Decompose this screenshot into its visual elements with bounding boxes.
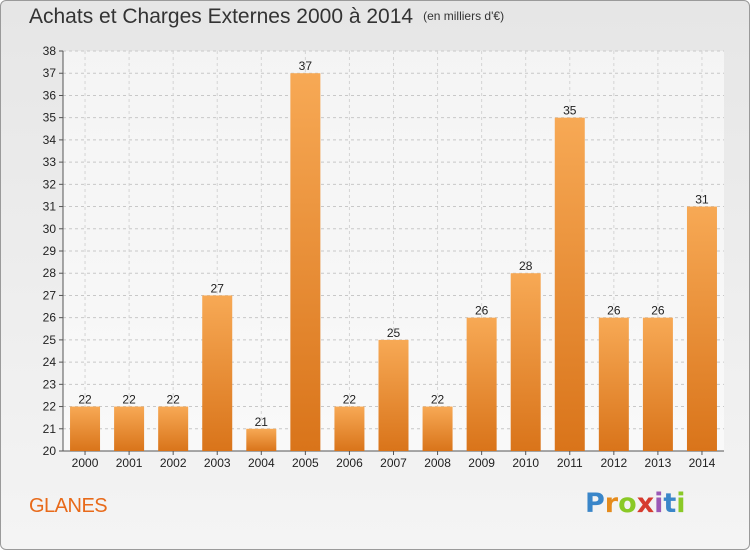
x-tick-label-2003: 2003 (204, 456, 231, 470)
x-tick-label-2006: 2006 (336, 456, 363, 470)
x-tick-label-2005: 2005 (292, 456, 319, 470)
x-tick-label-2014: 2014 (689, 456, 716, 470)
y-tick-label: 26 (43, 311, 57, 325)
y-tick-label: 31 (43, 200, 57, 214)
x-tick-label-2001: 2001 (116, 456, 143, 470)
x-tick-label-2004: 2004 (248, 456, 275, 470)
chart-subtitle: (en milliers d'€) (423, 9, 505, 23)
x-tick-label-2008: 2008 (424, 456, 451, 470)
bar-2014 (686, 206, 717, 451)
bar-2002 (158, 406, 189, 451)
data-label-2004: 21 (255, 415, 269, 429)
data-label-2009: 26 (475, 304, 489, 318)
data-label-2006: 22 (343, 393, 357, 407)
x-tick-label-2009: 2009 (468, 456, 495, 470)
x-tick-label-2013: 2013 (645, 456, 672, 470)
data-label-2003: 27 (211, 281, 225, 295)
y-tick-label: 30 (43, 222, 57, 236)
y-tick-label: 32 (43, 177, 57, 191)
bar-2013 (642, 317, 673, 451)
proxiti-logo: Proxiti (585, 488, 686, 519)
data-label-2011: 35 (563, 104, 577, 118)
data-label-2008: 22 (431, 393, 445, 407)
bar-2010 (510, 273, 541, 451)
labels: 20 21 22 23 24 25 26 27 28 29 30 31 32 33 34 35 36 37 38 22… (43, 44, 716, 470)
bar-2007 (378, 339, 409, 451)
y-tick-label: 21 (43, 422, 57, 436)
chart-title: Achats et Charges Externes 2000 à 2014 (e… (29, 5, 504, 29)
data-label-2013: 26 (651, 304, 665, 318)
x-tick-label-2002: 2002 (160, 456, 187, 470)
bar-2009 (466, 317, 497, 451)
x-tick-label-2000: 2000 (72, 456, 99, 470)
bar-2005 (290, 73, 321, 451)
y-tick-label: 24 (43, 355, 57, 369)
bar-2011 (554, 117, 585, 452)
x-tick-label-2012: 2012 (600, 456, 627, 470)
bar-2000 (70, 406, 101, 451)
y-tick-label: 22 (43, 400, 57, 414)
bar-2003 (202, 295, 233, 451)
data-label-2005: 37 (299, 59, 313, 73)
y-tick-label: 38 (43, 44, 57, 58)
y-tick-label: 28 (43, 266, 57, 280)
y-tick-label: 20 (43, 444, 57, 458)
bar-2006 (334, 406, 365, 451)
bar-2012 (598, 317, 629, 451)
x-tick-label-2007: 2007 (380, 456, 407, 470)
bars (70, 73, 717, 452)
data-label-2010: 28 (519, 259, 533, 273)
x-tick-label-2010: 2010 (512, 456, 539, 470)
y-tick-label: 34 (43, 133, 57, 147)
data-label-2014: 31 (695, 193, 709, 207)
bar-2001 (114, 406, 145, 451)
chart-title-text: Achats et Charges Externes 2000 à 2014 (29, 5, 414, 28)
y-tick-label: 29 (43, 244, 57, 258)
data-label-2007: 25 (387, 326, 401, 340)
y-tick-label: 23 (43, 377, 57, 391)
bar-2004 (246, 428, 277, 451)
commune-name: GLANES (29, 495, 108, 517)
bar-2008 (422, 406, 453, 451)
data-label-2000: 22 (78, 393, 92, 407)
data-label-2002: 22 (166, 393, 180, 407)
data-label-2012: 26 (607, 304, 621, 318)
data-label-2001: 22 (122, 393, 136, 407)
y-tick-label: 33 (43, 155, 57, 169)
y-tick-label: 27 (43, 288, 57, 302)
y-tick-label: 37 (43, 66, 57, 80)
y-tick-label: 36 (43, 88, 57, 102)
y-tick-label: 25 (43, 333, 57, 347)
x-tick-label-2011: 2011 (557, 456, 583, 470)
y-tick-label: 35 (43, 111, 57, 125)
